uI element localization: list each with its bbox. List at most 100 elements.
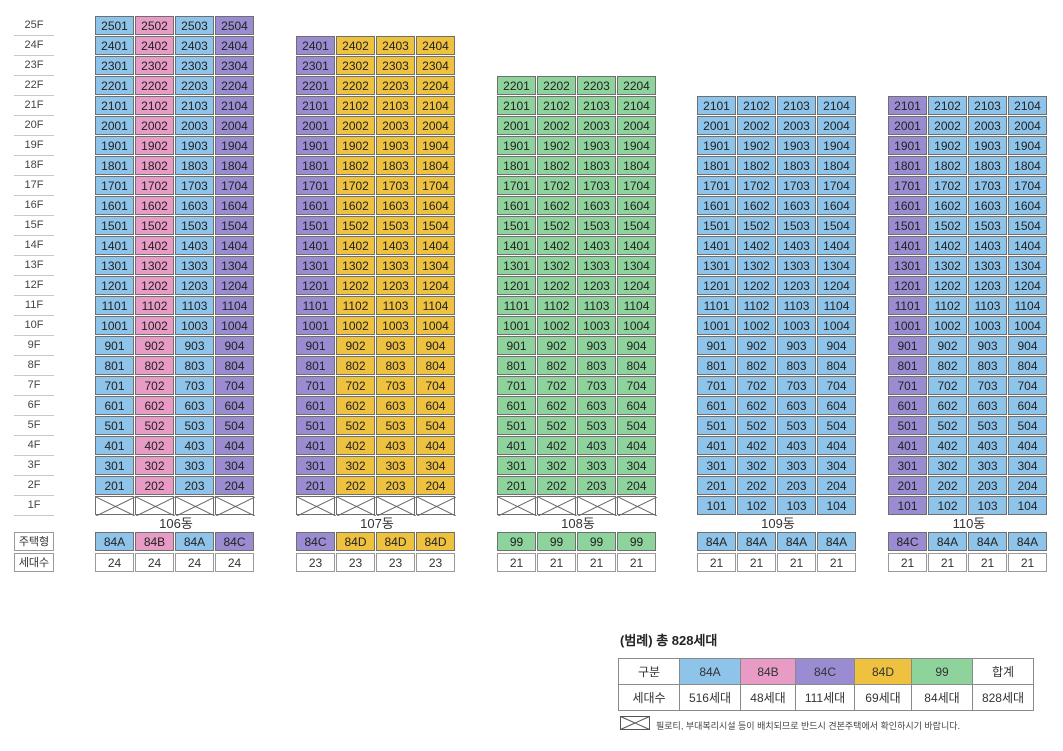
unit-cell: 1301 [95, 256, 134, 275]
unit-cell: 1204 [416, 276, 455, 295]
unit-cell: 1604 [1008, 196, 1047, 215]
unit-cell: 2101 [296, 96, 335, 115]
unit-cell: 2403 [376, 36, 415, 55]
unit-cell: 1602 [135, 196, 174, 215]
unit-cell: 602 [135, 396, 174, 415]
unit-cell: 202 [737, 476, 776, 495]
unit-cell: 2102 [537, 96, 576, 115]
unit-cell: 1702 [135, 176, 174, 195]
unit-cell: 402 [135, 436, 174, 455]
unit-cell: 1701 [296, 176, 335, 195]
unit-cell: 404 [215, 436, 254, 455]
unit-cell: 1902 [537, 136, 576, 155]
unit-cell: 802 [737, 356, 776, 375]
unit-cell: 803 [577, 356, 616, 375]
unit-cell: 1301 [697, 256, 736, 275]
unit-cell: 1501 [95, 216, 134, 235]
unit-cell: 304 [416, 456, 455, 475]
unit-cell: 1502 [928, 216, 967, 235]
unit-cell: 2302 [135, 56, 174, 75]
floor-label: 7F [14, 376, 54, 396]
unit-cell: 2301 [95, 56, 134, 75]
unit-cell: 703 [777, 376, 816, 395]
unit-cell: 303 [577, 456, 616, 475]
unit-cell: 1604 [215, 196, 254, 215]
floor-label: 23F [14, 56, 54, 76]
unit-cell: 1002 [336, 316, 375, 335]
unit-cell: 2104 [617, 96, 656, 115]
unit-count-cell: 23 [296, 553, 335, 572]
unit-cell: 1501 [497, 216, 536, 235]
unit-cell: 2002 [537, 116, 576, 135]
piloti-crossed-cell [135, 496, 175, 516]
unit-cell: 702 [336, 376, 375, 395]
unit-cell: 1001 [95, 316, 134, 335]
unit-cell: 1402 [336, 236, 375, 255]
unit-cell: 2001 [888, 116, 927, 135]
unit-cell: 1302 [336, 256, 375, 275]
unit-type-cell: 84C [296, 532, 335, 551]
unit-cell: 404 [1008, 436, 1047, 455]
unit-cell: 1004 [817, 316, 856, 335]
unit-cell: 302 [336, 456, 375, 475]
unit-cell: 1904 [617, 136, 656, 155]
legend-total-label: 합계 [972, 658, 1034, 685]
unit-cell: 1601 [888, 196, 927, 215]
unit-cell: 803 [777, 356, 816, 375]
unit-count-cell: 21 [777, 553, 816, 572]
unit-cell: 2002 [928, 116, 967, 135]
unit-cell: 1204 [1008, 276, 1047, 295]
unit-cell: 201 [888, 476, 927, 495]
unit-type-cell: 84A [737, 532, 776, 551]
unit-cell: 1401 [497, 236, 536, 255]
unit-cell: 1602 [336, 196, 375, 215]
unit-cell: 902 [928, 336, 967, 355]
unit-cell: 203 [175, 476, 214, 495]
unit-cell: 202 [537, 476, 576, 495]
legend-count-row: 세대수 516세대 48세대 111세대 69세대 84세대 828세대 [618, 684, 1034, 711]
unit-cell: 504 [617, 416, 656, 435]
legend-header-label: 구분 [618, 658, 680, 685]
unit-cell: 1302 [928, 256, 967, 275]
unit-cell: 202 [928, 476, 967, 495]
unit-cell: 2202 [336, 76, 375, 95]
unit-cell: 501 [95, 416, 134, 435]
unit-cell: 204 [617, 476, 656, 495]
unit-cell: 701 [296, 376, 335, 395]
unit-cell: 1901 [697, 136, 736, 155]
unit-cell: 1103 [577, 296, 616, 315]
unit-count-cell: 21 [497, 553, 536, 572]
unit-cell: 1202 [737, 276, 776, 295]
floor-label: 22F [14, 76, 54, 96]
unit-cell: 704 [416, 376, 455, 395]
unit-type-cell: 84A [95, 532, 134, 551]
unit-cell: 2204 [617, 76, 656, 95]
unit-cell: 201 [697, 476, 736, 495]
unit-cell: 1102 [737, 296, 776, 315]
unit-cell: 303 [175, 456, 214, 475]
unit-cell: 704 [215, 376, 254, 395]
unit-cell: 2104 [215, 96, 254, 115]
unit-cell: 2301 [296, 56, 335, 75]
legend-total-count: 828세대 [972, 684, 1034, 711]
unit-cell: 904 [817, 336, 856, 355]
unit-cell: 402 [537, 436, 576, 455]
legend-note-crossed-box-icon [620, 716, 650, 730]
unit-cell: 202 [135, 476, 174, 495]
unit-cell: 1303 [376, 256, 415, 275]
unit-cell: 501 [697, 416, 736, 435]
unit-cell: 801 [296, 356, 335, 375]
unit-cell: 1104 [817, 296, 856, 315]
unit-cell: 703 [968, 376, 1007, 395]
unit-cell: 1001 [497, 316, 536, 335]
unit-cell: 1803 [968, 156, 1007, 175]
unit-cell: 1701 [697, 176, 736, 195]
unit-cell: 904 [617, 336, 656, 355]
unit-cell: 801 [95, 356, 134, 375]
unit-cell: 401 [497, 436, 536, 455]
unit-cell: 1101 [296, 296, 335, 315]
unit-cell: 2501 [95, 16, 134, 35]
unit-cell: 2404 [416, 36, 455, 55]
unit-cell: 504 [215, 416, 254, 435]
unit-type-cell: 84A [928, 532, 967, 551]
